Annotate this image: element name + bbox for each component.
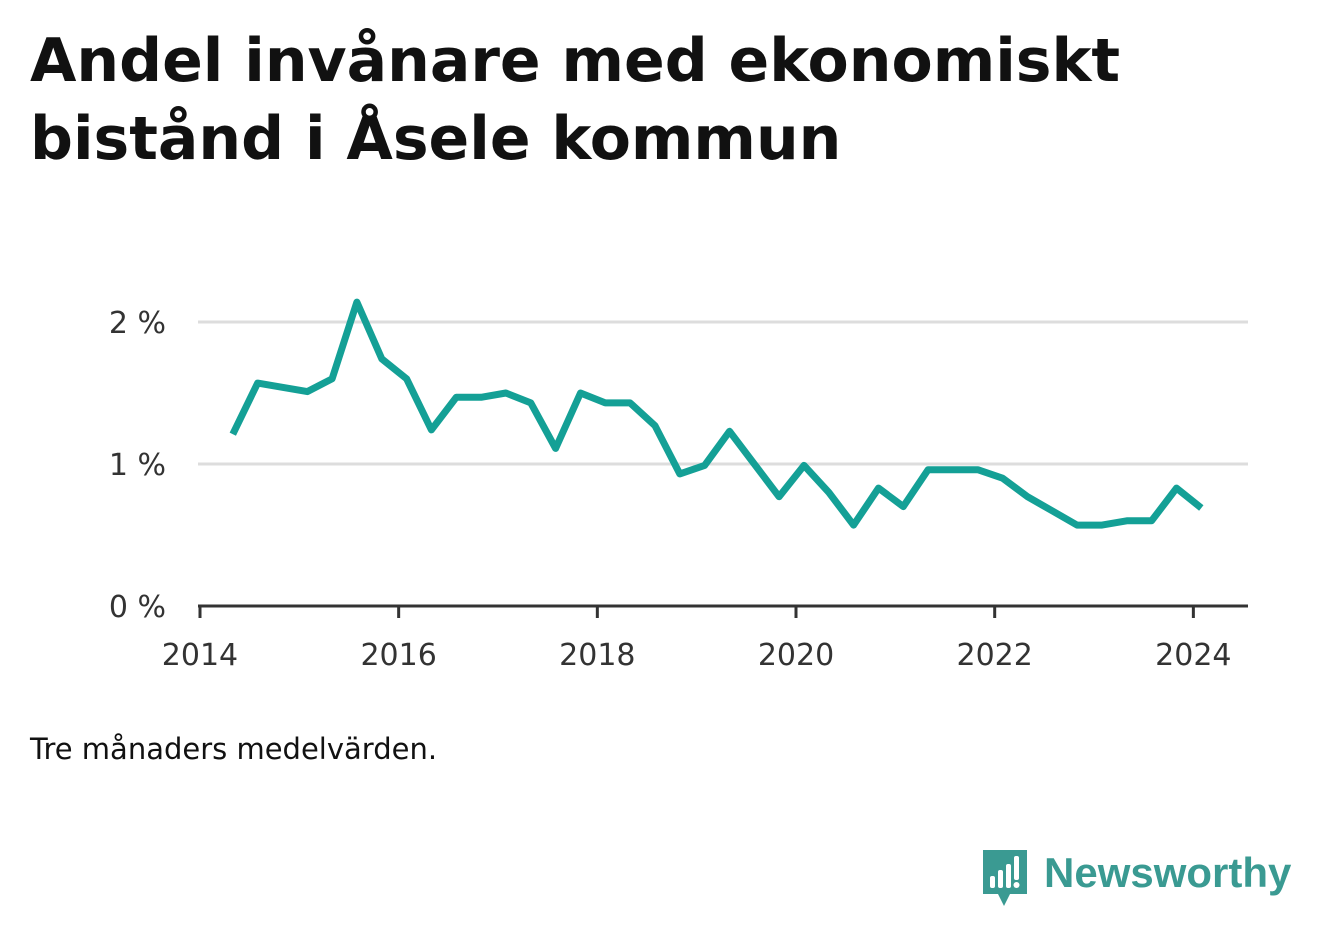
y-tick-label: 2 % xyxy=(109,306,166,341)
x-axis: 2014 2016 2018 2020 2022 2024 xyxy=(162,604,1248,673)
data-series xyxy=(229,298,1204,529)
gridlines xyxy=(198,320,1248,466)
x-tick-label: 2020 xyxy=(758,638,834,673)
x-tick-label: 2022 xyxy=(957,638,1033,673)
x-tick-label: 2024 xyxy=(1155,638,1231,673)
chart-title: Andel invånare med ekonomiskt bistånd i … xyxy=(30,26,1121,174)
brand-logo[interactable]: Newsworthy xyxy=(980,848,1291,908)
y-tick-label: 1 % xyxy=(109,448,166,483)
x-tick-label: 2016 xyxy=(360,638,436,673)
chart-note: Tre månaders medelvärden. xyxy=(30,732,438,766)
y-tick-label: 0 % xyxy=(109,590,166,625)
bar-chart-speech-bubble-icon xyxy=(983,850,1027,906)
y-axis-labels: 0 % 1 % 2 % xyxy=(109,306,166,625)
series-line xyxy=(229,298,1204,529)
brand-name: Newsworthy xyxy=(1044,849,1292,896)
x-tick-label: 2014 xyxy=(162,638,238,673)
x-tick-label: 2018 xyxy=(559,638,635,673)
